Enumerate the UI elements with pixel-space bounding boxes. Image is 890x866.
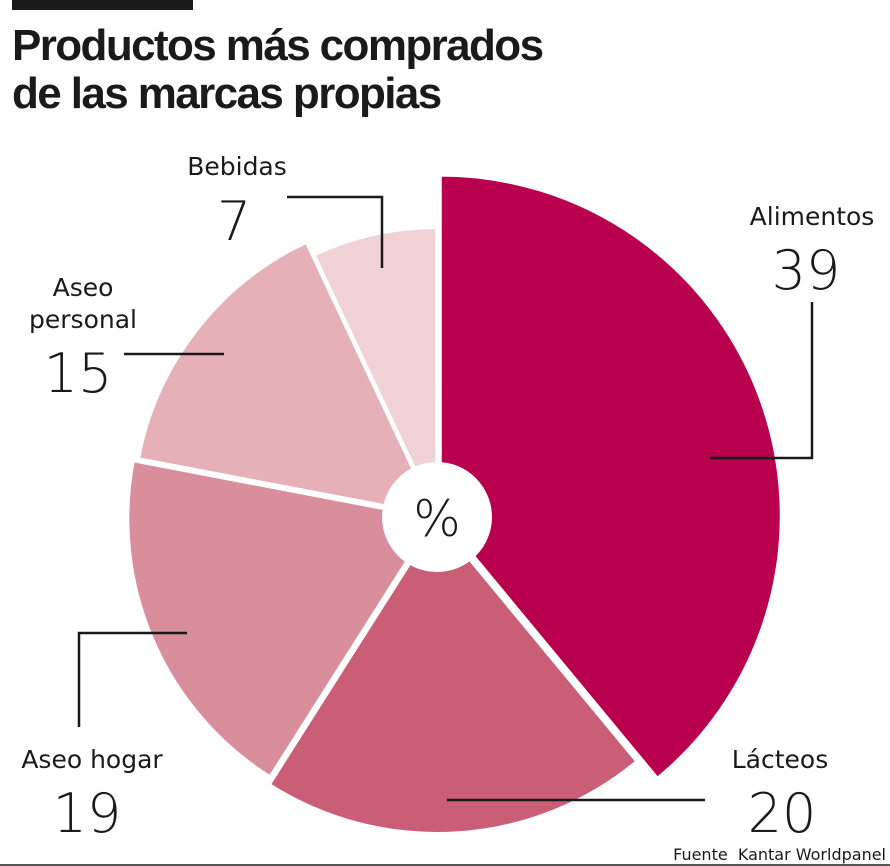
pie-slice-aseo-personal bbox=[137, 241, 436, 516]
pie-slice-lacteos bbox=[268, 519, 638, 834]
chart-title: Productos más comprados de las marcas pr… bbox=[12, 21, 544, 118]
pie-slices bbox=[127, 174, 782, 834]
slice-value-aseo-hogar: 19 bbox=[53, 782, 122, 845]
pie-slice-aseo-hogar bbox=[127, 460, 435, 778]
leader-line-bebidas bbox=[287, 195, 384, 268]
slice-label-bebidas: Bebidas bbox=[187, 152, 287, 181]
title-line-2: de las marcas propias bbox=[12, 69, 442, 118]
pie-slice-alimentos bbox=[439, 174, 782, 780]
slice-label-lacteos: Lácteos bbox=[732, 745, 829, 774]
leader-lines bbox=[77, 195, 814, 802]
source-note: Fuente Kantar Worldpanel bbox=[673, 845, 886, 864]
title-line-1: Productos más comprados bbox=[12, 21, 544, 70]
leader-line-alimentos bbox=[710, 302, 814, 460]
header-rule bbox=[12, 0, 193, 10]
slice-label-alimentos: Alimentos bbox=[750, 202, 875, 231]
center-percent-label: % bbox=[413, 490, 461, 548]
center-hole bbox=[382, 462, 492, 572]
slice-value-aseo-personal: 15 bbox=[44, 342, 113, 405]
slice-value-alimentos: 39 bbox=[772, 239, 841, 302]
bottom-rule bbox=[0, 864, 890, 866]
slice-value-bebidas: 7 bbox=[217, 190, 251, 253]
slice-label-aseo-personal-line-2: personal bbox=[29, 305, 137, 334]
slice-label-aseo-hogar: Aseo hogar bbox=[21, 745, 163, 774]
leader-line-aseo-hogar bbox=[77, 631, 187, 727]
slice-value-lacteos: 20 bbox=[748, 782, 817, 845]
pie-slice-bebidas bbox=[313, 227, 438, 514]
slice-label-aseo-personal-line-1: Aseo bbox=[53, 273, 114, 302]
